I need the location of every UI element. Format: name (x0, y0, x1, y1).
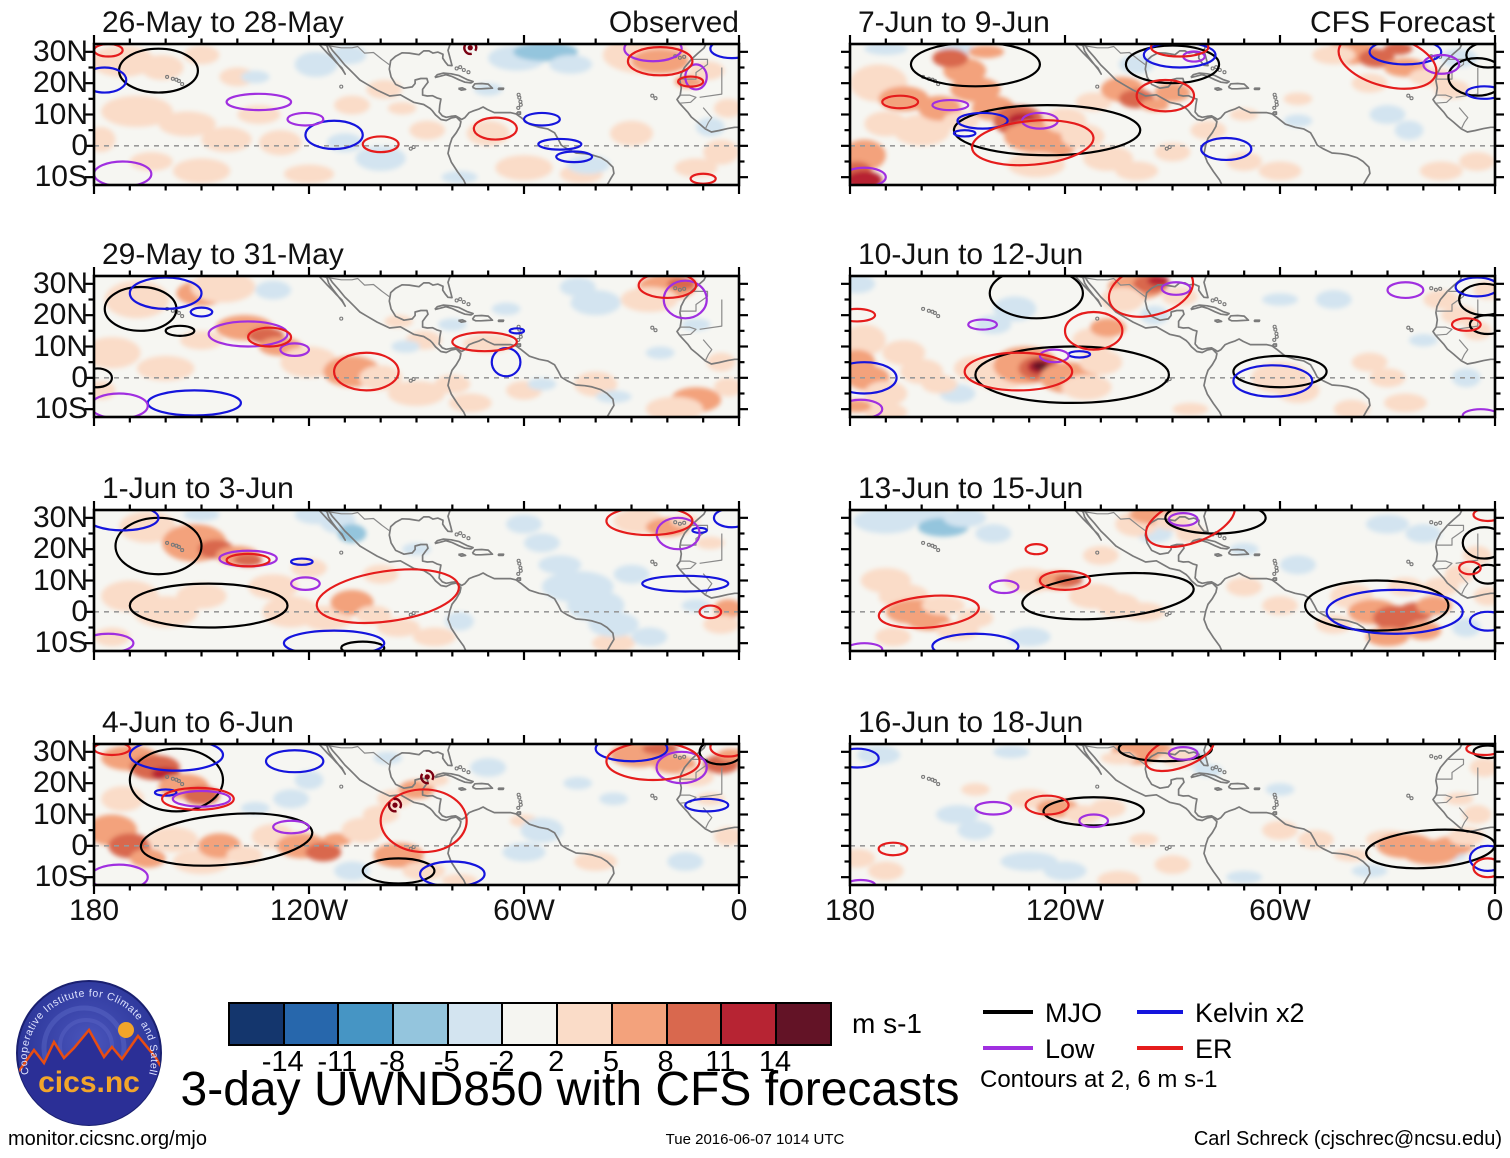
colorbar-segment (612, 1004, 668, 1044)
legend-line-kelvin (1137, 1010, 1183, 1014)
panel-title: 1-Jun to 3-Jun (102, 472, 294, 505)
y-axis-label: 20N (32, 766, 88, 800)
panel-title: 26-May to 28-May (102, 6, 344, 39)
colorbar-segment (667, 1004, 723, 1044)
colorbar-tick-label: -2 (488, 1046, 515, 1078)
legend-line-low (983, 1046, 1033, 1050)
x-axis-label: 120W (269, 894, 349, 927)
cics-nc-logo: cics.nc Cooperative Institute for Climat… (14, 978, 162, 1126)
colorbar (228, 1002, 832, 1046)
y-axis-label: 30N (32, 500, 88, 534)
logo-sun-icon (118, 1022, 134, 1038)
y-axis-label: 10S (34, 160, 88, 194)
colorbar-tick-label: -8 (379, 1046, 405, 1078)
y-axis-label: 30N (32, 266, 88, 300)
colorbar-segment (339, 1004, 395, 1044)
y-axis-label: 10N (32, 97, 88, 131)
y-axis-label: 0 (71, 360, 88, 394)
colorbar-segment (230, 1004, 285, 1044)
colorbar-segment (722, 1004, 777, 1044)
map-panel-6 (85, 735, 748, 894)
legend-line-er (1137, 1046, 1183, 1050)
y-axis-label: 0 (71, 128, 88, 162)
legend-label-kelvin: Kelvin x2 (1195, 998, 1305, 1028)
colorbar-units-label: m s-1 (852, 1008, 922, 1039)
colorbar-segment (394, 1004, 449, 1044)
contour-levels-note: Contours at 2, 6 m s-1 (980, 1066, 1218, 1093)
footer-timestamp: Tue 2016-06-07 1014 UTC (665, 1131, 845, 1148)
y-axis-label: 10N (32, 563, 88, 597)
legend-label-er: ER (1195, 1034, 1233, 1064)
map-panel-4 (85, 501, 748, 660)
y-axis-label: 10S (34, 392, 88, 426)
colorbar-tick-label: -5 (433, 1046, 460, 1078)
y-axis-label: 20N (32, 532, 88, 566)
panel-title: 10-Jun to 12-Jun (858, 238, 1084, 271)
footer-author: Carl Schreck (cjschrec@ncsu.edu) (1193, 1128, 1502, 1150)
legend-label-mjo: MJO (1045, 998, 1102, 1028)
panel-title: 13-Jun to 15-Jun (858, 472, 1084, 505)
y-axis-label: 20N (32, 298, 88, 332)
panel-title: 29-May to 31-May (102, 238, 344, 271)
colorbar-tick-label: 2 (548, 1046, 565, 1078)
panel-title: 4-Jun to 6-Jun (102, 706, 294, 739)
y-axis-label: 0 (71, 594, 88, 628)
map-panel-2 (85, 267, 748, 426)
map-panel-5 (841, 501, 1504, 660)
map-panel-0 (85, 35, 748, 194)
x-axis-label: 0 (730, 894, 748, 927)
y-axis-label: 10N (32, 797, 88, 831)
map-panel-1 (841, 35, 1504, 194)
x-axis-label: 60W (493, 894, 555, 927)
panel-corner-label: Observed (608, 6, 739, 39)
y-axis-label: 30N (32, 34, 88, 68)
colorbar-tick-label: 8 (657, 1046, 674, 1078)
x-axis-label: 60W (1249, 894, 1311, 927)
colorbar-segment (284, 1004, 340, 1044)
x-axis-label: 0 (1486, 894, 1504, 927)
panel-title: 16-Jun to 18-Jun (858, 706, 1084, 739)
x-axis-label: 120W (1025, 894, 1105, 927)
colorbar-segment (776, 1004, 830, 1044)
y-axis-label: 30N (32, 734, 88, 768)
legend-line-mjo (983, 1010, 1033, 1014)
legend-label-low: Low (1045, 1034, 1095, 1064)
tropical-cyclone-icon (420, 769, 435, 785)
map-panel-7 (841, 735, 1504, 894)
tropical-cyclone-icon (387, 797, 403, 813)
colorbar-segment (448, 1004, 504, 1044)
colorbar-tick-label: 11 (705, 1046, 736, 1078)
figure-title: 3-day UWND850 with CFS forecasts (180, 1063, 960, 1116)
colorbar-segment (503, 1004, 559, 1044)
colorbar-segment (558, 1004, 613, 1044)
footer-url: monitor.cicsnc.org/mjo (8, 1128, 207, 1150)
colorbar-tick-label: -14 (261, 1046, 304, 1078)
y-axis-label: 20N (32, 66, 88, 100)
colorbar-tick-label: 14 (758, 1046, 792, 1078)
panel-title: 7-Jun to 9-Jun (858, 6, 1050, 39)
x-axis-label: 180 (68, 894, 120, 927)
colorbar-tick-label: 5 (602, 1046, 619, 1078)
x-axis-label: 180 (824, 894, 876, 927)
y-axis-label: 0 (71, 828, 88, 862)
logo-mountains-icon (17, 1027, 161, 1125)
panel-corner-label: CFS Forecast (1309, 6, 1495, 39)
logo-text: cics.nc (38, 1066, 140, 1099)
y-axis-label: 10S (34, 626, 88, 660)
map-panel-3 (841, 267, 1504, 426)
colorbar-tick-label: -11 (317, 1046, 358, 1078)
y-axis-label: 10N (32, 329, 88, 363)
y-axis-label: 10S (34, 860, 88, 894)
